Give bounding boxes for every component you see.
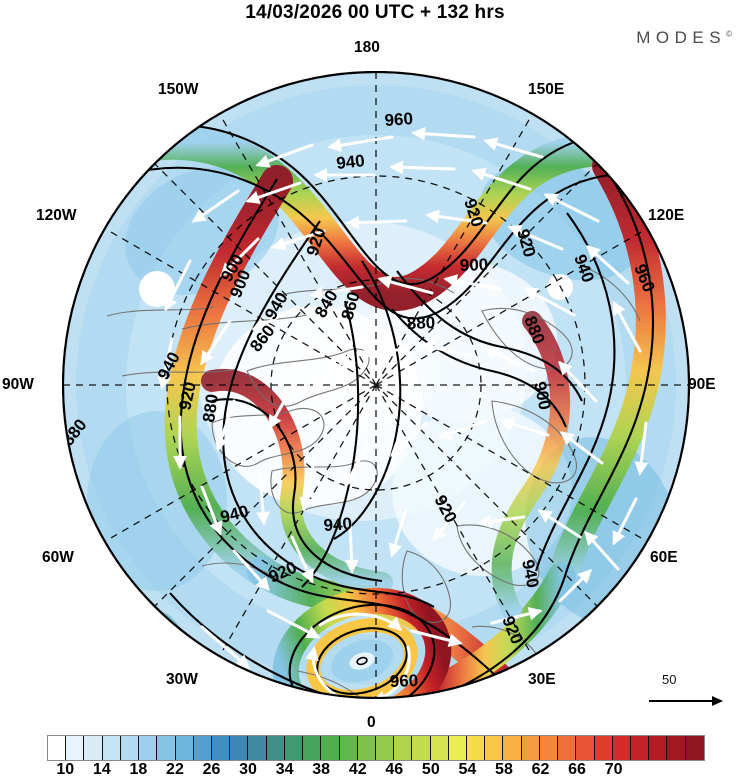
colorbar-cell: [467, 736, 486, 760]
colorbar-cell: [558, 736, 577, 760]
colorbar-cell: [503, 736, 522, 760]
colorbar-cell: [248, 736, 267, 760]
colorbar-cell: [266, 736, 285, 760]
reference-vector-label: 50: [662, 672, 677, 687]
svg-text:940: 940: [323, 514, 353, 535]
colorbar-cell: [102, 736, 121, 760]
colorbar-cell: [139, 736, 158, 760]
lon-label-60W: 60W: [42, 549, 74, 566]
colorbar-cell: [521, 736, 540, 760]
colorbar-tick-label: 62: [531, 761, 550, 778]
colorbar-cell: [193, 736, 212, 760]
colorbar-cell: [576, 736, 595, 760]
svg-text:880: 880: [199, 393, 222, 424]
colorbar-cell: [357, 736, 376, 760]
colorbar-cell: [394, 736, 413, 760]
colorbar-cell: [66, 736, 85, 760]
colorbar-tick-label: 26: [202, 761, 221, 778]
colorbar: [47, 735, 705, 761]
modes-logo: MODES©: [636, 28, 732, 48]
globe-outline: [62, 71, 690, 699]
colorbar-cell: [211, 736, 231, 760]
colorbar-cell: [284, 736, 304, 760]
colorbar-cell: [649, 736, 668, 760]
lon-label-120E: 120E: [648, 207, 685, 224]
colorbar-tick-label: 38: [312, 761, 331, 778]
colorbar-tick-label: 42: [348, 761, 367, 778]
colorbar-tick-label: 66: [568, 761, 586, 778]
colorbar-cell: [175, 736, 194, 760]
lon-label-90W: 90W: [2, 376, 34, 393]
lon-label-60E: 60E: [650, 549, 678, 566]
map-field: 960 940 920 900 900 920 900 920 940 960 …: [63, 72, 689, 698]
lon-label-150E: 150E: [528, 81, 565, 98]
colorbar-cell: [375, 736, 395, 760]
colorbar-tick-label: 34: [275, 761, 294, 778]
reference-vector: 50: [648, 672, 740, 712]
colorbar-cell: [230, 736, 249, 760]
lon-label-90E: 90E: [688, 376, 716, 393]
lon-label-150W: 150W: [158, 81, 199, 98]
lon-label-30E: 30E: [528, 671, 556, 688]
colorbar-cell: [667, 736, 686, 760]
colorbar-tick-label: 50: [421, 761, 440, 778]
colorbar-tick-label: 54: [458, 761, 477, 778]
page-title: 14/03/2026 00 UTC + 132 hrs: [245, 2, 505, 23]
colorbar-tick-label: 22: [166, 761, 184, 778]
colorbar-cell: [448, 736, 468, 760]
colorbar-cell: [48, 736, 67, 760]
colorbar-cell: [485, 736, 504, 760]
colorbar-tick-label: 46: [385, 761, 404, 778]
colorbar-tick-label: 58: [495, 761, 513, 778]
colorbar-cell: [594, 736, 613, 760]
lon-label-30W: 30W: [166, 671, 198, 688]
lon-label-0: 0: [367, 714, 376, 731]
svg-text:880: 880: [406, 313, 435, 333]
lon-label-120W: 120W: [36, 207, 77, 224]
brand-name: MODES: [636, 28, 727, 47]
colorbar-tick-label: 18: [129, 761, 148, 778]
colorbar-tick-label: 30: [239, 761, 257, 778]
colorbar-cell: [412, 736, 431, 760]
colorbar-tick-label: 70: [604, 761, 623, 778]
colorbar-tick-label: 10: [56, 761, 75, 778]
colorbar-cell: [685, 736, 704, 760]
colorbar-cell: [612, 736, 631, 760]
svg-text:940: 940: [335, 151, 365, 173]
colorbar-cell: [339, 736, 358, 760]
colorbar-cell: [539, 736, 559, 760]
polar-map[interactable]: 960 940 920 900 900 920 900 920 940 960 …: [2, 39, 716, 731]
map-canvas: 960 940 920 900 900 920 900 920 940 960 …: [62, 71, 690, 699]
lon-label-180: 180: [354, 39, 380, 56]
colorbar-cell: [120, 736, 140, 760]
colorbar-cell: [631, 736, 650, 760]
copyright-icon: ©: [726, 29, 732, 39]
colorbar-cell: [303, 736, 322, 760]
svg-text:960: 960: [384, 109, 414, 130]
svg-text:960: 960: [389, 671, 418, 691]
svg-text:900: 900: [459, 255, 488, 275]
colorbar-ticks: 10 14 18 22 26 30 34 38 42 46 50 54 58 62 66 70: [47, 761, 705, 782]
reference-arrow-icon: [649, 696, 723, 706]
colorbar-cell: [321, 736, 340, 760]
wind-arrows: [157, 126, 649, 698]
colorbar-cell: [157, 736, 176, 760]
colorbar-tick-label: 14: [92, 761, 111, 778]
colorbar-cell: [430, 736, 449, 760]
colorbar-cell: [84, 736, 103, 760]
